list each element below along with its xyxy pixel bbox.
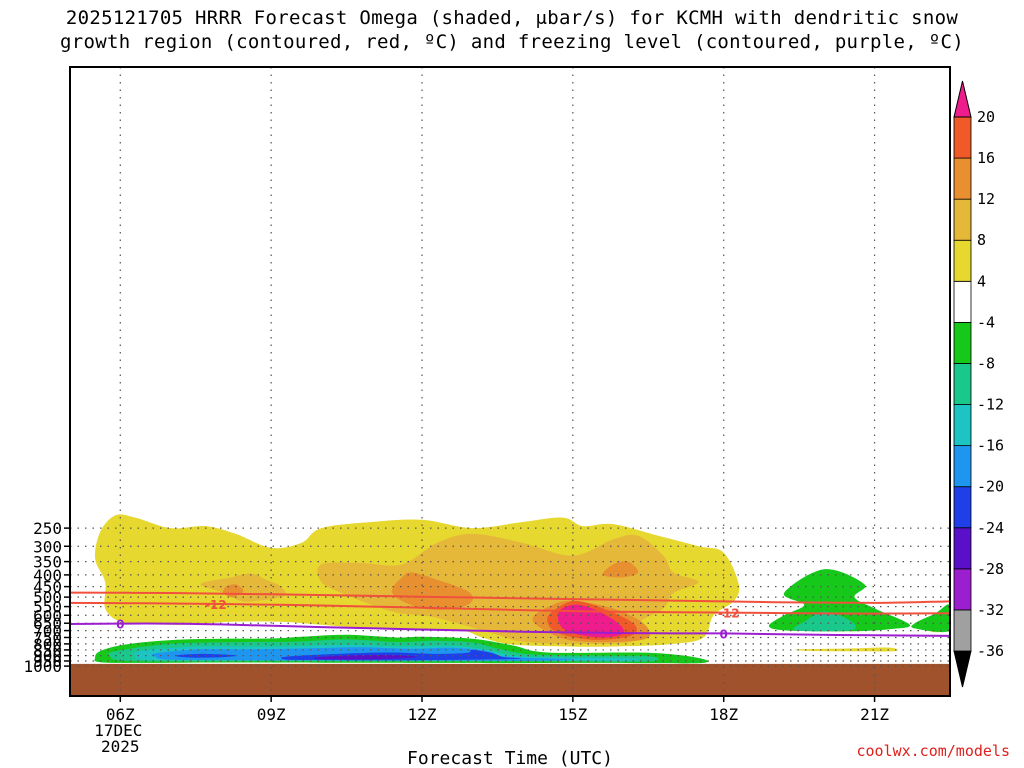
colorbar-label-4: 4 (977, 272, 986, 290)
y-tick-label-900: 900 (33, 647, 62, 666)
colorbar-label-16: 16 (977, 149, 995, 167)
credit-text: coolwx.com/models (856, 742, 1010, 760)
x-tick-date: 17DEC (94, 721, 142, 740)
x-axis-label: Forecast Time (UTC) (407, 748, 613, 768)
chart-title-line-2: growth region (contoured, red, ºC) and f… (60, 31, 964, 53)
colorbar: -36 -32 -28 -24 -20 -16 -12 -8 -4 4 8 12 16 20 (953, 80, 1004, 688)
contour-line-2 (70, 622, 950, 637)
omega-region-4-to-8-3 (794, 647, 898, 652)
contour-label-3: 0 (720, 627, 728, 641)
contour-line-0 (70, 591, 950, 604)
omega-region-12-to-16-8 (602, 561, 639, 578)
ground-layer (70, 663, 950, 696)
x-tick-label-15Z: 15Z (558, 705, 587, 724)
y-tick-label-450: 450 (33, 578, 62, 597)
colorbar-swatch-16-to-20 (953, 116, 972, 159)
y-tick-label-1000: 1000 (23, 657, 62, 676)
colorbar-swatch--32-to--28 (953, 568, 972, 611)
plot-frame (69, 66, 951, 697)
x-tick-year: 2025 (101, 737, 140, 756)
ground-surface (70, 663, 950, 696)
x-tick-label-09Z: 09Z (257, 705, 286, 724)
colorbar-label--8: -8 (977, 354, 995, 372)
y-axis-ticks: 2503003504004505005506006507007508008509… (23, 519, 70, 676)
y-tick-label-650: 650 (33, 614, 62, 633)
y-tick-label-800: 800 (33, 635, 62, 654)
colorbar-swatch--24-to--20 (953, 486, 972, 529)
colorbar-label-12: 12 (977, 190, 995, 208)
contour-label-2: 0 (116, 618, 124, 632)
y-tick-label-400: 400 (33, 566, 62, 585)
colorbar-swatch-4-to-8 (953, 239, 972, 282)
colorbar-swatch--20-to--16 (953, 445, 972, 488)
omega-region-12-to-16-6 (391, 572, 474, 610)
colorbar-label--28: -28 (977, 560, 1004, 578)
colorbar-bottom-arrow (953, 650, 972, 688)
colorbar-swatch--16-to--12 (953, 404, 972, 447)
colorbar-top-arrow (953, 80, 972, 118)
y-tick-label-550: 550 (33, 598, 62, 617)
omega-region--12-to--8-16 (793, 611, 857, 632)
y-tick-label-250: 250 (33, 519, 62, 538)
colorbar-swatch--36-to--32 (953, 609, 972, 652)
colorbar-swatch-8-to-12 (953, 198, 972, 241)
y-tick-label-700: 700 (33, 622, 62, 641)
colorbar-label-20: 20 (977, 108, 995, 126)
omega-region--8-to--4-14 (911, 604, 950, 633)
colorbar-label--4: -4 (977, 313, 995, 331)
y-tick-label-600: 600 (33, 606, 62, 625)
omega-region-20-to-24-11 (557, 604, 625, 638)
y-tick-label-300: 300 (33, 537, 62, 556)
colorbar-label--32: -32 (977, 601, 1004, 619)
colorbar-swatch--4-to-4 (953, 280, 972, 323)
contour-labels: -12 -12 0 0 (116, 598, 740, 641)
x-tick-label-06Z: 06Z (106, 705, 135, 724)
contour-lines (70, 591, 950, 637)
x-tick-label-18Z: 18Z (709, 705, 738, 724)
colorbar-swatch-12-to-16 (953, 157, 972, 200)
chart-title: 2025121705 HRRR Forecast Omega (shaded, … (0, 6, 1024, 54)
omega-region-4-to-8-1 (107, 599, 136, 611)
omega-region--28-to--24-21 (313, 654, 418, 660)
colorbar-swatch--8-to--4 (953, 321, 972, 364)
contour-label-0: -12 (205, 598, 227, 612)
y-tick-label-850: 850 (33, 641, 62, 660)
colorbar-swatch--12-to--8 (953, 363, 972, 405)
colorbar-label-8: 8 (977, 231, 986, 249)
colorbar-label--16: -16 (977, 437, 1004, 455)
colorbar-swatch--28-to--24 (953, 527, 972, 570)
colorbar-label--20: -20 (977, 478, 1004, 496)
y-tick-label-750: 750 (33, 628, 62, 647)
x-tick-label-12Z: 12Z (408, 705, 437, 724)
y-tick-label-950: 950 (33, 652, 62, 671)
omega-shaded-regions (94, 514, 950, 664)
colorbar-label--24: -24 (977, 519, 1004, 537)
colorbar-label--36: -36 (977, 642, 1004, 660)
x-tick-label-21Z: 21Z (860, 705, 889, 724)
contour-line-1 (70, 601, 950, 615)
y-tick-label-500: 500 (33, 588, 62, 607)
contour-label-1: -12 (718, 606, 740, 620)
colorbar-label--12: -12 (977, 396, 1004, 414)
chart-title-line-1: 2025121705 HRRR Forecast Omega (shaded, … (65, 7, 959, 29)
y-tick-label-350: 350 (33, 553, 62, 572)
